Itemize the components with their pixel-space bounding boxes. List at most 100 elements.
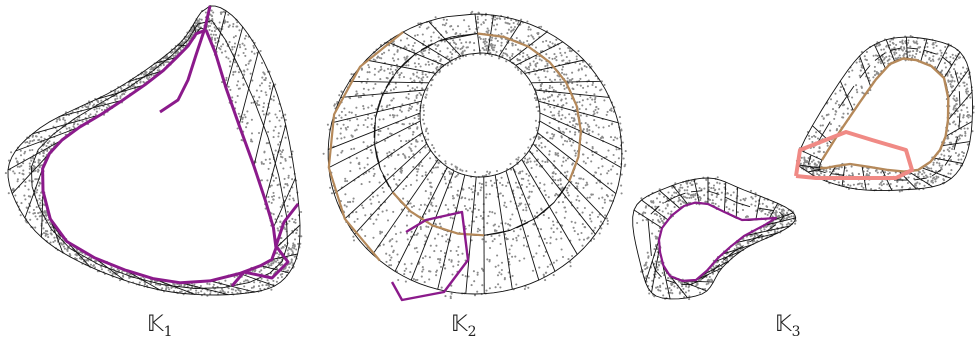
k2-point xyxy=(461,252,464,255)
k2-point xyxy=(374,59,377,62)
k3-loop-a-edge xyxy=(701,273,710,280)
k2-point xyxy=(586,123,589,126)
k3-loop-a-point xyxy=(673,191,676,194)
k2-point xyxy=(333,103,336,106)
k1-point xyxy=(45,221,48,224)
k1-point xyxy=(252,95,256,98)
k2-point xyxy=(386,67,390,70)
k1-edge xyxy=(15,126,80,152)
k1-point xyxy=(37,169,40,172)
k2-point xyxy=(520,72,523,75)
k3-loop-b-point xyxy=(958,84,961,87)
k2-point xyxy=(344,126,347,130)
k3-loop-b-point xyxy=(963,84,966,87)
k2-point xyxy=(603,99,606,102)
k3-loop-b-point xyxy=(909,35,912,38)
k1-point xyxy=(281,156,284,159)
k2-point xyxy=(551,182,554,185)
k2-point xyxy=(391,57,394,60)
k2-point xyxy=(349,170,352,173)
k2-point xyxy=(560,108,563,111)
k3-loop-b-point xyxy=(922,169,925,172)
k2-point xyxy=(538,235,541,238)
k2-point xyxy=(571,87,574,90)
k2-point xyxy=(448,170,451,173)
k3-loop-a-point xyxy=(761,202,764,205)
k1-point xyxy=(234,34,237,38)
k3-loop-a-point xyxy=(790,220,793,223)
k1-point xyxy=(264,158,267,161)
k1-point xyxy=(22,178,25,181)
k2-point xyxy=(577,50,580,53)
k1-point xyxy=(194,292,198,295)
k3-loop-b-point xyxy=(868,79,871,82)
k3-loop-b-point xyxy=(963,127,966,130)
k2-point xyxy=(345,205,348,208)
k2-point xyxy=(591,145,594,149)
k2-point xyxy=(378,118,381,121)
k1-point xyxy=(62,245,65,248)
k1-point xyxy=(279,162,282,165)
k3-loop-b-point xyxy=(880,181,883,184)
k2-point xyxy=(419,203,423,207)
k2-point xyxy=(519,49,522,52)
k1-point xyxy=(279,205,282,208)
k2-point xyxy=(462,188,465,191)
k2-point xyxy=(567,46,570,49)
k1-point xyxy=(261,76,264,79)
k2-point xyxy=(409,202,412,205)
k2-point xyxy=(604,214,607,217)
k2-point xyxy=(472,270,475,273)
k1-point xyxy=(223,22,226,25)
k2-point xyxy=(493,212,496,215)
k2-point xyxy=(516,58,519,62)
k1-point xyxy=(39,211,42,214)
k1-point xyxy=(76,118,79,121)
k2-point xyxy=(468,224,471,227)
k3-loop-a-point xyxy=(710,187,713,190)
k2-point xyxy=(426,178,429,181)
k1-point xyxy=(118,279,122,282)
k2-point xyxy=(380,65,383,68)
k2-point xyxy=(606,172,609,175)
k1-point xyxy=(12,187,15,190)
k1-point xyxy=(97,101,100,104)
k2-point xyxy=(393,53,396,56)
k2-point xyxy=(563,94,566,97)
k3-loop-b-point xyxy=(812,152,816,155)
k3-loop-a-point xyxy=(723,182,726,185)
k2-point xyxy=(536,211,539,214)
k1-point xyxy=(200,18,203,21)
k2-point xyxy=(417,117,420,120)
k2-point xyxy=(425,225,428,228)
k1-point xyxy=(276,259,279,262)
k1-point xyxy=(296,229,299,232)
k3-loop-b-point xyxy=(943,154,946,157)
k3-loop-b-point xyxy=(948,71,951,74)
k3-loop-b-point xyxy=(888,171,891,175)
k2-point xyxy=(549,242,552,245)
k1-edge xyxy=(211,20,226,40)
k2-point xyxy=(431,62,434,65)
k3-loop-a-point xyxy=(776,206,779,209)
k2-point xyxy=(434,150,437,153)
k3-loop-a-edge xyxy=(779,211,785,217)
k2-point xyxy=(472,184,475,188)
k3-loop-b-point xyxy=(897,48,901,51)
k3-loop-a-edge xyxy=(724,196,738,204)
k2-point xyxy=(435,274,438,277)
k2-point xyxy=(587,79,590,82)
k2-point xyxy=(372,195,375,198)
k2-point xyxy=(421,73,424,76)
k2-point xyxy=(367,88,370,91)
k3-loop-b-point xyxy=(828,170,832,174)
k3-loop-b-point xyxy=(875,169,878,172)
k1-point xyxy=(204,11,207,14)
k2-point xyxy=(527,179,530,182)
k2-point xyxy=(485,44,489,47)
k2-point xyxy=(538,244,541,247)
k2-point xyxy=(352,239,356,242)
k1-edge xyxy=(66,241,91,268)
k2-point xyxy=(452,39,455,42)
k1-point xyxy=(132,84,135,87)
